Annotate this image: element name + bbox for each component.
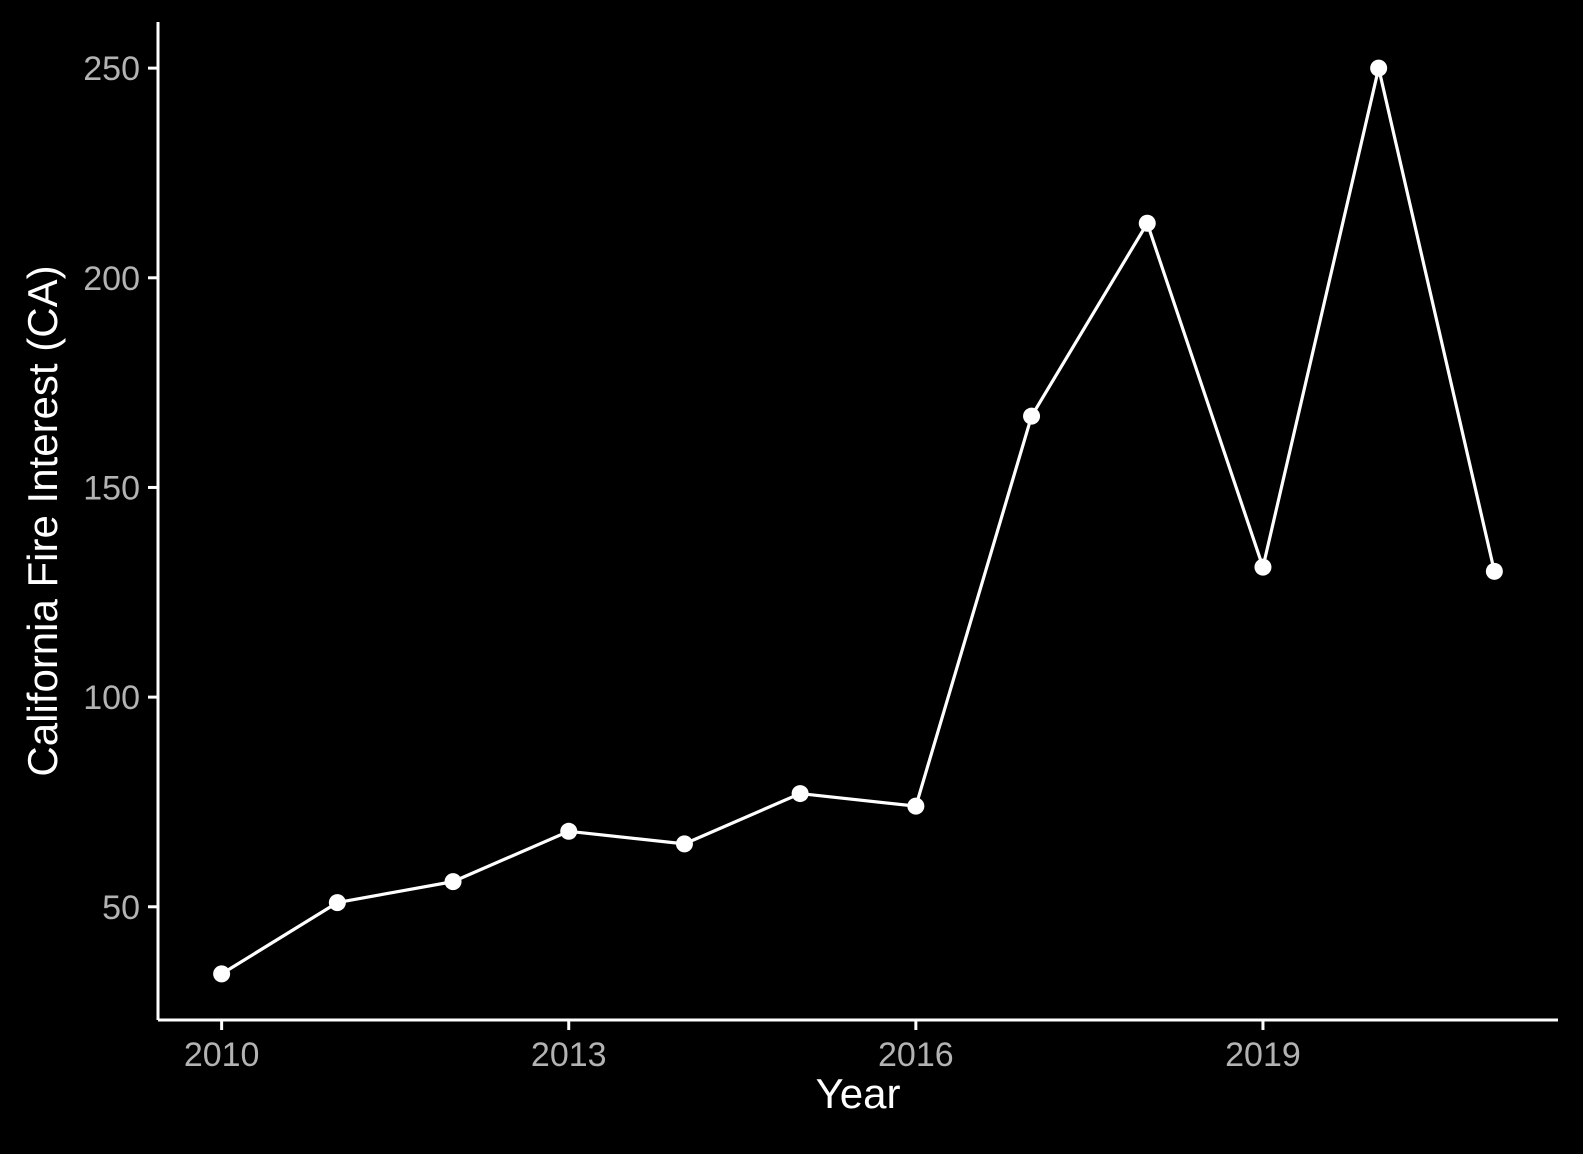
data-point [560,822,578,840]
data-point [1370,59,1388,77]
y-tick-label: 250 [83,50,140,88]
x-tick-label: 2016 [878,1036,954,1074]
x-tick-label: 2013 [531,1036,607,1074]
data-point [675,835,693,853]
y-tick-label: 200 [83,260,140,298]
data-point [1254,558,1272,576]
data-point [213,965,231,983]
y-tick-label: 150 [83,469,140,507]
x-axis-title: Year [816,1070,901,1117]
y-tick-label: 50 [102,889,140,927]
data-point [444,873,462,891]
data-point [791,785,809,803]
data-point [1023,407,1041,425]
x-tick-label: 2010 [184,1036,260,1074]
y-axis-title: California Fire Interest (CA) [19,265,66,776]
data-point [907,797,925,815]
series-group [213,59,1503,983]
data-point [1485,562,1503,580]
y-axis-ticks: 50 100 150 200 250 [83,50,158,927]
x-axis-ticks: 2010 2013 2016 2019 [184,1020,1301,1074]
x-tick-label: 2019 [1225,1036,1301,1074]
y-tick-label: 100 [83,679,140,717]
series-line [220,66,1496,976]
data-point [328,894,346,912]
data-point [1138,214,1156,232]
